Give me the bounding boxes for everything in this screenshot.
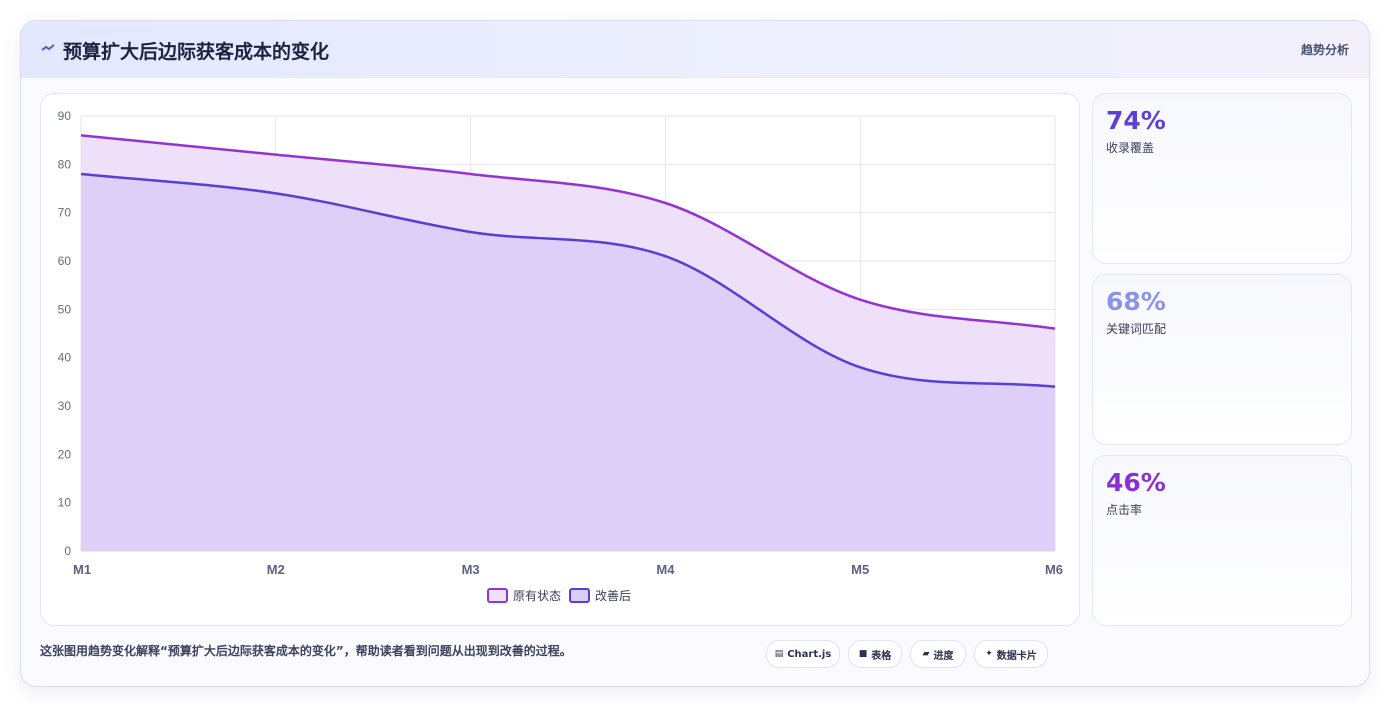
x-tick-label: M5 (851, 562, 869, 577)
y-tick-label: 60 (58, 254, 72, 268)
chip-label: Chart.js (787, 648, 832, 660)
series-line-2 (80, 172, 1056, 388)
chart-description: 这张图用趋势变化解释“预算扩大后边际获客成本的变化”，帮助读者看到问题从出现到改… (40, 644, 572, 658)
y-tick-label: 50 (58, 302, 72, 316)
series-line-1 (80, 134, 1056, 330)
table-icon: ■ (858, 649, 868, 659)
legend-swatch (569, 588, 590, 603)
chip-data-cards[interactable]: ✦ 数据卡片 (974, 640, 1048, 668)
y-tick-label: 30 (58, 399, 72, 413)
y-tick-label: 40 (58, 351, 72, 365)
trend-line-icon (41, 44, 55, 51)
chip-label: 数据卡片 (996, 650, 1037, 662)
y-tick-label: 90 (58, 109, 72, 123)
y-tick-label: 0 (64, 544, 71, 558)
chart-panel: 0 10 20 30 40 50 60 70 80 90 M1 M2 M3 M4 M5 M6 原有状态 改善后 (40, 93, 1080, 626)
chip-label: 表格 (871, 650, 892, 662)
chip-table[interactable]: ■ 表格 (848, 640, 902, 668)
x-tick-label: M3 (462, 562, 480, 577)
card-header: 预算扩大后边际获客成本的变化 趋势分析 (21, 21, 1369, 78)
x-tick-label: M6 (1045, 562, 1063, 577)
chart-icon: ▤ (774, 649, 784, 659)
x-tick-label: M2 (267, 562, 285, 577)
x-tick-label: M4 (656, 562, 675, 577)
area-chart: 0 10 20 30 40 50 60 70 80 90 M1 M2 M3 M4 M5 M6 原有状态 改善后 (58, 109, 1063, 603)
stat-card-keyword-match: 68% 关键词匹配 (1092, 274, 1352, 445)
stat-label: 收录覆盖 (1106, 141, 1155, 155)
stat-label: 点击率 (1106, 503, 1143, 517)
y-tick-label: 70 (58, 206, 72, 220)
series-area-2 (81, 174, 1055, 551)
progress-icon: ▰ (922, 649, 930, 659)
stat-card-ctr: 46% 点击率 (1092, 455, 1352, 626)
stat-value: 74% (1106, 106, 1166, 135)
stat-label: 关键词匹配 (1106, 322, 1167, 336)
legend-label: 改善后 (595, 588, 631, 603)
stat-value: 68% (1106, 287, 1166, 316)
y-tick-label: 10 (58, 496, 72, 510)
chip-label: 进度 (933, 650, 954, 662)
chip-progress[interactable]: ▰ 进度 (910, 640, 966, 668)
page-title: 预算扩大后边际获客成本的变化 (63, 41, 330, 63)
y-tick-label: 80 (58, 157, 72, 171)
stat-value: 46% (1106, 468, 1166, 497)
legend-swatch (487, 588, 508, 603)
chart-card: 预算扩大后边际获客成本的变化 趋势分析 0 10 20 30 40 50 60 70 80 90 M… (20, 20, 1370, 687)
section-tag: 趋势分析 (1300, 43, 1349, 57)
legend-label: 原有状态 (513, 589, 561, 603)
x-tick-label: M1 (73, 562, 91, 577)
sparkle-icon: ✦ (985, 649, 993, 659)
stat-card-coverage: 74% 收录覆盖 (1092, 93, 1352, 264)
y-tick-label: 20 (58, 447, 72, 461)
chip-chartjs[interactable]: ▤ Chart.js (766, 640, 840, 668)
